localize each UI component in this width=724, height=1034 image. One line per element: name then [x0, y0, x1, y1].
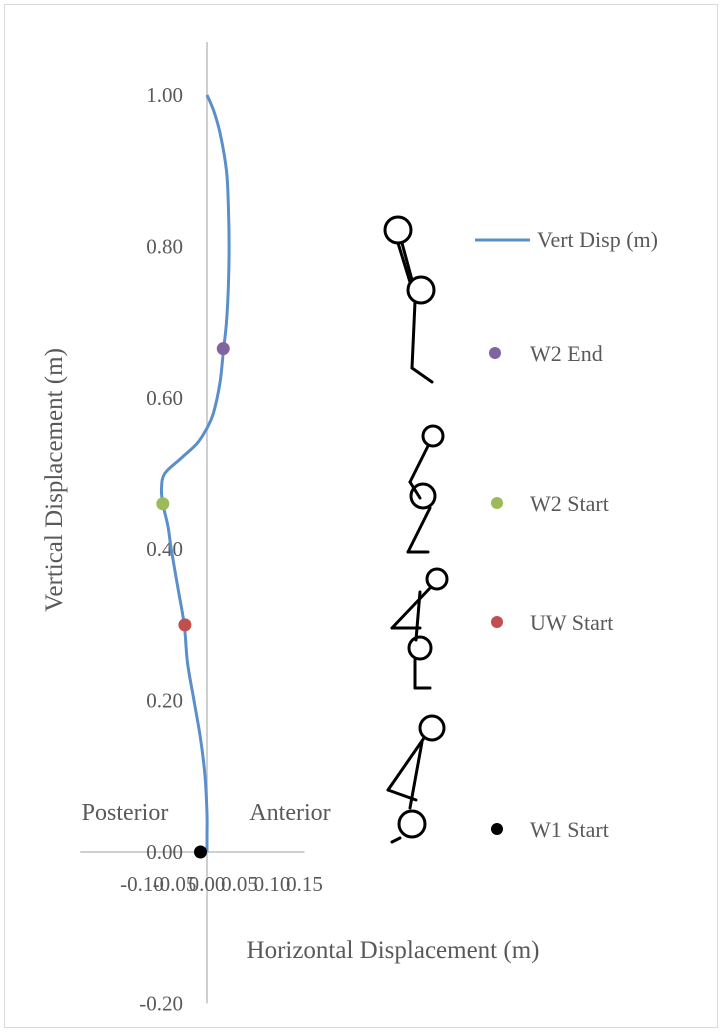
y-tick-label: 0.00 — [146, 840, 183, 864]
stick-figure-knee-bend-icon — [406, 424, 445, 554]
tick-labels: -0.200.000.200.400.600.801.00-0.10-0.050… — [120, 83, 323, 1015]
x-tick-label: -0.05 — [153, 872, 197, 896]
x-tick-label: 0.05 — [221, 872, 258, 896]
y-tick-label: 1.00 — [146, 83, 183, 107]
legend-label-uw-start: UW Start — [530, 610, 613, 635]
y-tick-label: 0.80 — [146, 234, 183, 258]
legend-marker-w2-start — [491, 497, 503, 509]
data-point-uw-start — [178, 618, 192, 632]
y-axis-title: Vertical Displacement (m) — [41, 348, 68, 612]
y-tick-label: 0.60 — [146, 386, 183, 410]
legend-label-vert-disp: Vert Disp (m) — [537, 227, 658, 252]
series-line-vert-disp — [159, 94, 231, 853]
axes — [80, 42, 305, 1004]
stick-figure-crouch-icon — [390, 567, 449, 690]
legend-marker-w2-end — [489, 347, 501, 359]
x-axis-title: Horizontal Displacement (m) — [247, 937, 540, 964]
legend-label-w2-start: W2 Start — [530, 491, 609, 516]
legend-item-uw-start: UW Start — [491, 610, 613, 635]
x-tick-label: 0.00 — [189, 872, 226, 896]
legend-label-w1-start: W1 Start — [530, 817, 609, 842]
legend-marker-uw-start — [491, 616, 503, 628]
x-tick-label: -0.10 — [120, 872, 164, 896]
legend-item-vert-disp: Vert Disp (m) — [475, 227, 658, 252]
series-layer — [156, 94, 231, 859]
y-tick-label: -0.20 — [139, 991, 183, 1015]
legend-label-w2-end: W2 End — [530, 341, 603, 366]
legend-item-w1-start: W1 Start — [491, 817, 609, 842]
legend-marker-w1-start — [491, 823, 503, 835]
x-tick-label: 0.15 — [286, 872, 323, 896]
data-point-w2-start — [156, 497, 170, 511]
y-tick-label: 0.40 — [146, 537, 183, 561]
chart-frame — [4, 4, 718, 1028]
region-label-anterior: Anterior — [249, 800, 330, 826]
y-tick-label: 0.20 — [146, 689, 183, 713]
legend: Vert Disp (m) W2 End W2 Start UW Start W… — [475, 227, 658, 842]
region-label-posterior: Posterior — [82, 800, 169, 826]
legend-item-w2-end: W2 End — [489, 341, 603, 366]
data-point-w2-end — [216, 342, 230, 356]
stick-figure-standing-icon — [383, 215, 436, 384]
x-tick-label: 0.10 — [254, 872, 291, 896]
data-point-w1-start — [194, 845, 207, 859]
stick-figure-start-icon — [386, 714, 446, 844]
legend-item-w2-start: W2 Start — [491, 491, 609, 516]
